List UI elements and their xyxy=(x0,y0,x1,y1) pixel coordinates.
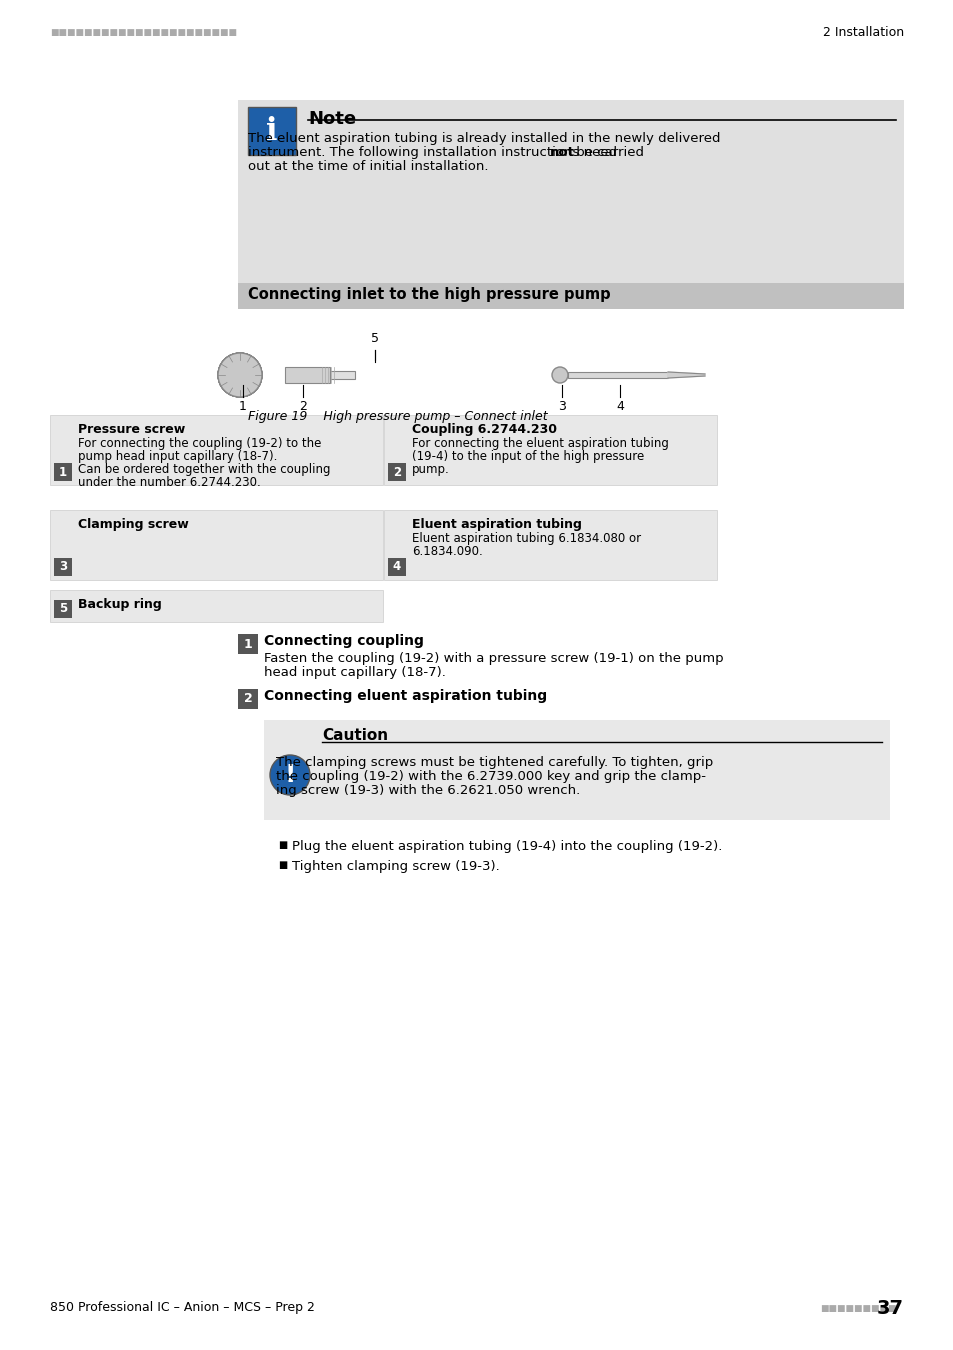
Text: 37: 37 xyxy=(876,1299,903,1318)
Bar xyxy=(54,558,71,576)
Text: Connecting inlet to the high pressure pump: Connecting inlet to the high pressure pu… xyxy=(248,288,610,302)
Bar xyxy=(248,107,295,155)
Circle shape xyxy=(218,352,262,397)
Bar xyxy=(264,720,889,819)
Circle shape xyxy=(218,352,262,397)
Circle shape xyxy=(218,352,262,397)
Bar xyxy=(388,558,406,576)
Text: Tighten clamping screw (19-3).: Tighten clamping screw (19-3). xyxy=(292,860,499,873)
Text: 850 Professional IC – Anion – MCS – Prep 2: 850 Professional IC – Anion – MCS – Prep… xyxy=(50,1301,314,1315)
Text: i: i xyxy=(266,116,277,147)
FancyBboxPatch shape xyxy=(237,100,903,290)
Text: be carried: be carried xyxy=(572,146,643,159)
Bar xyxy=(388,463,406,481)
Text: The clamping screws must be tightened carefully. To tighten, grip: The clamping screws must be tightened ca… xyxy=(275,756,713,770)
Bar xyxy=(50,414,382,485)
Text: 6.1834.090.: 6.1834.090. xyxy=(412,545,482,558)
Text: instrument. The following installation instructions need: instrument. The following installation i… xyxy=(248,146,620,159)
Bar xyxy=(50,590,382,622)
Polygon shape xyxy=(667,373,704,378)
Text: Figure 19    High pressure pump – Connect inlet: Figure 19 High pressure pump – Connect i… xyxy=(248,410,547,423)
Text: ing screw (19-3) with the 6.2621.050 wrench.: ing screw (19-3) with the 6.2621.050 wre… xyxy=(275,784,579,796)
Text: ■: ■ xyxy=(277,860,287,869)
Circle shape xyxy=(218,352,262,397)
Circle shape xyxy=(218,352,262,397)
Text: not: not xyxy=(550,146,575,159)
Text: 4: 4 xyxy=(393,560,400,574)
Bar xyxy=(237,284,903,309)
Text: 5: 5 xyxy=(371,332,378,346)
Text: the coupling (19-2) with the 6.2739.000 key and grip the clamp-: the coupling (19-2) with the 6.2739.000 … xyxy=(275,769,705,783)
Bar xyxy=(285,367,330,383)
Bar xyxy=(54,599,71,618)
Bar xyxy=(567,373,667,378)
Circle shape xyxy=(552,367,567,383)
Text: Clamping screw: Clamping screw xyxy=(78,518,189,531)
Text: 2: 2 xyxy=(393,466,400,478)
Text: 3: 3 xyxy=(558,400,565,413)
Text: Connecting coupling: Connecting coupling xyxy=(264,634,423,648)
Text: under the number 6.2744.230.: under the number 6.2744.230. xyxy=(78,477,260,489)
Text: out at the time of initial installation.: out at the time of initial installation. xyxy=(248,161,488,173)
Bar xyxy=(384,510,717,580)
Bar xyxy=(237,634,257,653)
Circle shape xyxy=(218,352,262,397)
Text: 5: 5 xyxy=(59,602,67,616)
Text: 4: 4 xyxy=(616,400,623,413)
Circle shape xyxy=(270,755,310,795)
Text: pump head input capillary (18-7).: pump head input capillary (18-7). xyxy=(78,450,277,463)
Text: ■■■■■■■■■■■■■■■■■■■■■■: ■■■■■■■■■■■■■■■■■■■■■■ xyxy=(50,27,236,36)
Bar xyxy=(237,688,257,709)
Text: ■■■■■■■■■: ■■■■■■■■■ xyxy=(820,1304,896,1312)
Text: 2 Installation: 2 Installation xyxy=(822,26,903,39)
Text: Can be ordered together with the coupling: Can be ordered together with the couplin… xyxy=(78,463,330,477)
Text: For connecting the coupling (19-2) to the: For connecting the coupling (19-2) to th… xyxy=(78,437,321,450)
Bar xyxy=(384,414,717,485)
Text: 2: 2 xyxy=(243,693,253,706)
Text: Coupling 6.2744.230: Coupling 6.2744.230 xyxy=(412,423,557,436)
Text: Connecting eluent aspiration tubing: Connecting eluent aspiration tubing xyxy=(264,688,547,703)
Text: For connecting the eluent aspiration tubing: For connecting the eluent aspiration tub… xyxy=(412,437,668,450)
Text: Pressure screw: Pressure screw xyxy=(78,423,185,436)
Text: 1: 1 xyxy=(59,466,67,478)
Bar xyxy=(330,371,355,379)
Text: (19-4) to the input of the high pressure: (19-4) to the input of the high pressure xyxy=(412,450,643,463)
Text: Note: Note xyxy=(308,109,355,128)
Circle shape xyxy=(218,352,262,397)
Bar xyxy=(50,510,382,580)
Text: Backup ring: Backup ring xyxy=(78,598,162,612)
Bar xyxy=(54,463,71,481)
Text: Caution: Caution xyxy=(322,728,388,743)
Text: Eluent aspiration tubing: Eluent aspiration tubing xyxy=(412,518,581,531)
Text: Plug the eluent aspiration tubing (19-4) into the coupling (19-2).: Plug the eluent aspiration tubing (19-4)… xyxy=(292,840,721,853)
Text: pump.: pump. xyxy=(412,463,449,477)
Text: ■: ■ xyxy=(277,840,287,850)
Text: 1: 1 xyxy=(239,400,247,413)
Text: Fasten the coupling (19-2) with a pressure screw (19-1) on the pump: Fasten the coupling (19-2) with a pressu… xyxy=(264,652,723,666)
Circle shape xyxy=(218,352,262,397)
Text: head input capillary (18-7).: head input capillary (18-7). xyxy=(264,666,445,679)
Text: The eluent aspiration tubing is already installed in the newly delivered: The eluent aspiration tubing is already … xyxy=(248,132,720,144)
Text: 1: 1 xyxy=(243,637,253,651)
Text: 2: 2 xyxy=(298,400,307,413)
Text: 3: 3 xyxy=(59,560,67,574)
Circle shape xyxy=(218,352,262,397)
Text: Eluent aspiration tubing 6.1834.080 or: Eluent aspiration tubing 6.1834.080 or xyxy=(412,532,640,545)
Text: !: ! xyxy=(284,763,295,787)
